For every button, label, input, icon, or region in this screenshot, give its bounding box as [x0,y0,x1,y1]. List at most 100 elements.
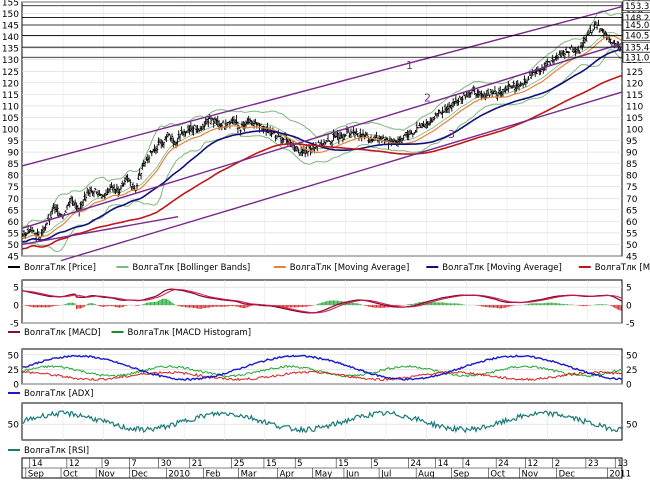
macd-panel-tick-label-left: -5 [10,320,19,330]
day-label: 30 [161,459,172,469]
price-panel-tick-label-left: 105 [2,114,19,124]
price-panel-tick-label-left: 45 [8,253,19,263]
month-label: Sep [453,470,469,480]
day-label: 21 [192,459,203,469]
moving-average-orange-line [22,35,622,240]
adx-line [22,354,622,381]
price-level-box [622,19,650,31]
trendline [21,216,179,246]
price-panel-tick-label-left: 140 [2,33,19,43]
month-label: Mar [241,470,258,480]
price-level-label: 153.36 [625,2,650,12]
month-label: Nov [522,470,539,480]
price-panel-tick-label-left: 80 [8,172,20,182]
price-panel-tick-label-left: 130 [2,56,19,66]
month-label: Dec [131,470,148,480]
price-panel-tick-label-left: 150 [2,10,19,20]
day-label: 4 [465,459,470,469]
price-panel-tick-label-left: 90 [8,149,20,159]
price-panel-tick-label-right: 50 [626,241,638,251]
price-panel-tick-label-right: 55 [626,229,637,239]
macd-panel-tick-label-right: -5 [626,320,635,330]
month-label: Sep [28,470,44,480]
day-label: 14 [438,459,449,469]
trendline [60,91,623,262]
price-panel-tick-label-left: 65 [8,206,19,216]
day-label: 15 [338,459,349,469]
price-panel-tick-label-right: 60 [626,218,638,228]
minus-di-line [22,370,622,382]
adx-panel-tick-label-right: 25 [626,366,637,376]
month-label: 2011 [609,470,631,480]
day-label: 14 [32,459,43,469]
macd-panel-tick-label-left: 5 [13,284,19,294]
price-panel-tick-label-left: 125 [2,68,19,78]
month-label: Feb [205,470,220,480]
month-label: Oct [63,470,78,480]
macd-panel-tick-label-right: 5 [626,284,632,294]
plus-di-line [22,364,622,378]
price-panel-tick-label-left: 145 [2,22,19,32]
trendline [21,42,623,229]
price-panel-tick-label-left: 135 [2,45,19,55]
price-panel-tick-label-right: 90 [626,149,638,159]
legend-item: ВолгаТлк [MACD Histogram] [128,328,252,338]
price-panel-tick-label-left: 75 [8,183,19,193]
day-label: 13 [617,459,628,469]
price-panel-tick-label-left: 50 [8,241,20,251]
moving-average-red-line [22,74,622,250]
day-label: 12 [69,459,80,469]
price-panel-tick-label-right: 95 [626,137,637,147]
trendline-label: 1 [406,59,413,72]
adx-panel-tick-label-right: 0 [626,381,632,391]
price-level-box [622,51,650,63]
legend-item: ВолгаТлк [Moving Average] [595,263,650,273]
bollinger-mid-line [22,31,622,236]
price-panel-tick-label-right: 45 [626,253,637,263]
price-panel-tick-label-right: 120 [626,79,643,89]
price-panel-tick-label-right: 115 [626,91,643,101]
month-label: Nov [98,470,115,480]
price-panel-tick-label-right: 80 [626,172,638,182]
macd-signal-line [22,289,622,314]
day-label: 24 [410,459,421,469]
price-panel-tick-label-left: 95 [8,137,19,147]
day-label: 9 [104,459,109,469]
price-level-label: 140.53 [625,32,650,42]
rsi-panel-tick-label-left: 50 [8,421,20,431]
price-panel-tick-label-left: 100 [2,126,19,136]
month-label: Aug [418,470,435,480]
price-level-label: 145.04 [625,21,650,31]
price-panel-tick-label-right: 65 [626,206,637,216]
legend-item: ВолгаТлк [ADX] [24,389,93,399]
day-label: 23 [588,459,599,469]
rsi-panel-tick-label-right: 50 [626,421,638,431]
price-panel-tick-label-right: 105 [626,114,643,124]
day-label: 5 [373,459,378,469]
price-panel-tick-label-left: 60 [8,218,20,228]
legend-item: ВолгаТлк [MACD] [24,328,101,338]
macd-panel-tick-label-left: 0 [13,302,19,312]
rsi-line [22,410,622,434]
adx-panel-tick-label-right: 50 [626,351,638,361]
adx-panel-tick-label-left: 50 [8,351,20,361]
legend-item: ВолгаТлк [Moving Average] [442,263,562,273]
price-panel-tick-label-left: 110 [2,102,19,112]
price-level-box [622,30,650,41]
day-label: 25 [234,459,245,469]
adx-panel-tick-label-left: 0 [13,381,19,391]
month-label: May [315,470,333,480]
day-label: 24 [498,459,509,469]
day-label: 5 [297,459,302,469]
price-panel-tick-label-left: 85 [8,160,19,170]
trendline [21,5,623,167]
macd-panel-tick-label-right: 0 [626,302,632,312]
moving-average-navy-line [22,48,622,243]
month-label: Jul [380,470,391,480]
price-panel-tick-label-right: 85 [626,160,637,170]
day-label: 2 [555,459,560,469]
day-label: 15 [266,459,277,469]
price-panel-tick-label-right: 125 [626,68,643,78]
month-label: Apr [280,470,295,480]
